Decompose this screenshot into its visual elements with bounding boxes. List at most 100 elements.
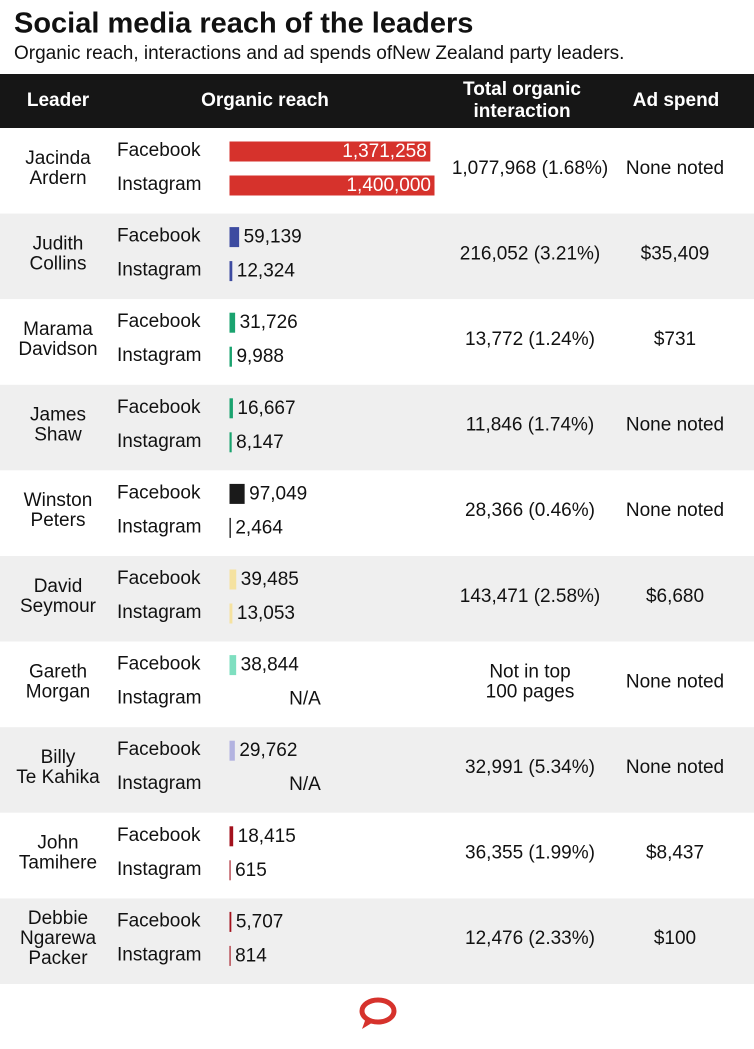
- platform: Instagram: [117, 773, 201, 794]
- leader-name: Shaw: [34, 425, 82, 446]
- leader-name: James: [30, 405, 86, 426]
- platform: Facebook: [117, 226, 201, 247]
- ad-spend: None noted: [626, 671, 724, 692]
- platform: Instagram: [117, 688, 201, 709]
- column-header: Ad spend: [633, 90, 720, 111]
- interaction: 12,476 (2.33%): [465, 928, 595, 949]
- ad-spend: $6,680: [646, 586, 704, 607]
- reach-label: 1,371,258: [342, 141, 427, 162]
- reach-label: 38,844: [241, 655, 300, 676]
- leader-name: Billy: [41, 747, 76, 768]
- subtitle: Organic reach, interactions and ad spend…: [14, 43, 624, 64]
- reach-bar: [230, 262, 232, 281]
- ad-spend: None noted: [626, 757, 724, 778]
- interaction: Not in top: [489, 661, 570, 682]
- leader-name: Jacinda: [25, 148, 91, 169]
- reach-label: 9,988: [236, 346, 284, 367]
- leader-name: Ardern: [29, 168, 86, 189]
- ad-spend: $8,437: [646, 843, 704, 864]
- reach-bar: [230, 228, 239, 247]
- reach-label: 1,400,000: [346, 175, 431, 196]
- leader-name: Judith: [33, 233, 84, 254]
- leader-name: Marama: [23, 319, 93, 340]
- reach-bar: [230, 827, 233, 846]
- ad-spend: $100: [654, 928, 696, 949]
- reach-label: 97,049: [249, 483, 307, 504]
- row-bg: [0, 299, 754, 385]
- ad-spend: None noted: [626, 500, 724, 521]
- platform: Instagram: [117, 431, 201, 452]
- reach-label: 59,139: [244, 227, 302, 248]
- platform: Instagram: [117, 516, 201, 537]
- reach-bar: [230, 570, 236, 589]
- title: Social media reach of the leaders: [14, 8, 473, 40]
- reach-label: 16,667: [237, 398, 295, 419]
- interaction: 216,052 (3.21%): [460, 243, 601, 264]
- platform: Instagram: [117, 174, 201, 195]
- reach-label: 31,726: [240, 312, 298, 333]
- reach-bar: [230, 656, 236, 675]
- row-bg: [0, 898, 754, 984]
- logo: [362, 1000, 394, 1029]
- interaction: 143,471 (2.58%): [460, 586, 601, 607]
- reach-label: 29,762: [239, 740, 297, 761]
- leader-name: Seymour: [20, 596, 97, 617]
- column-header: interaction: [473, 101, 570, 122]
- reach-label: 39,485: [241, 569, 299, 590]
- reach-label: 8,147: [236, 432, 284, 453]
- leader-name: Gareth: [29, 661, 87, 682]
- platform: Facebook: [117, 825, 201, 846]
- platform: Instagram: [117, 944, 201, 965]
- platform: Facebook: [117, 654, 201, 675]
- reach-label: 814: [235, 945, 267, 966]
- ad-spend: $35,409: [641, 243, 710, 264]
- reach-bar: [230, 912, 231, 931]
- leader-name: Davidson: [18, 339, 97, 360]
- platform: Facebook: [117, 482, 201, 503]
- platform: Instagram: [117, 602, 201, 623]
- platform: Facebook: [117, 397, 201, 418]
- reach-bar: [230, 484, 244, 503]
- reach-label: 13,053: [237, 603, 295, 624]
- platform: Facebook: [117, 311, 201, 332]
- interaction: 100 pages: [486, 681, 575, 702]
- reach-bar: [230, 313, 235, 332]
- leader-name: David: [34, 576, 83, 597]
- reach-label: 615: [235, 860, 267, 881]
- leader-name: Collins: [29, 253, 86, 274]
- leader-name: Ngarewa: [20, 928, 96, 949]
- leader-name: Te Kahika: [16, 767, 100, 788]
- leader-name: Debbie: [28, 908, 88, 929]
- column-header: Organic reach: [201, 90, 329, 111]
- reach-label: N/A: [289, 774, 321, 795]
- reach-bar: [230, 604, 232, 623]
- row-bg: [0, 556, 754, 642]
- interaction: 32,991 (5.34%): [465, 757, 595, 778]
- interaction: 11,846 (1.74%): [466, 415, 595, 436]
- row-bg: [0, 813, 754, 899]
- ad-spend: None noted: [626, 415, 724, 436]
- platform: Instagram: [117, 345, 201, 366]
- interaction: 13,772 (1.24%): [465, 329, 595, 350]
- interaction: 28,366 (0.46%): [465, 500, 595, 521]
- platform: Facebook: [117, 568, 201, 589]
- reach-label: 18,415: [238, 826, 296, 847]
- column-header: Leader: [27, 90, 90, 111]
- platform: Instagram: [117, 859, 201, 880]
- leader-name: Peters: [31, 510, 86, 531]
- reach-bar: [230, 347, 231, 366]
- reach-label: 2,464: [235, 517, 283, 538]
- leader-name: John: [37, 833, 78, 854]
- platform: Instagram: [117, 260, 201, 281]
- reach-label: 12,324: [237, 261, 296, 282]
- column-header: Total organic: [463, 79, 581, 100]
- platform: Facebook: [117, 739, 201, 760]
- interaction: 36,355 (1.99%): [465, 843, 595, 864]
- ad-spend: None noted: [626, 158, 724, 179]
- reach-bar: [230, 399, 232, 418]
- platform: Facebook: [117, 140, 201, 161]
- reach-bar: [230, 741, 234, 760]
- reach-label: 5,707: [236, 911, 284, 932]
